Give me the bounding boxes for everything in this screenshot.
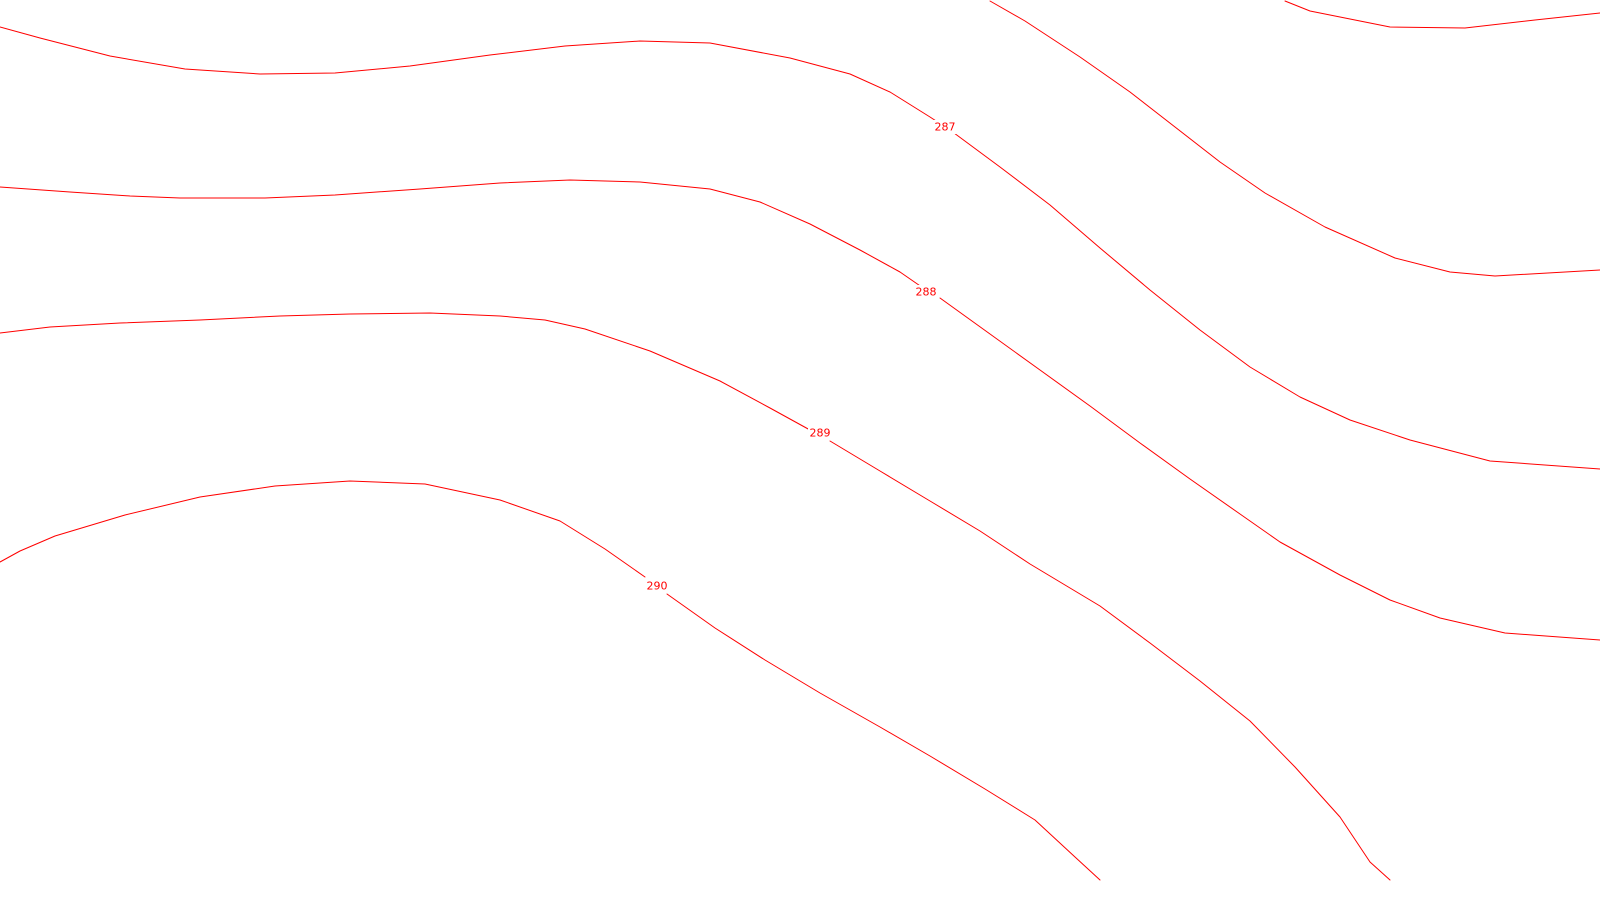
contour-label-288-text: 288	[916, 286, 937, 299]
contour-line-288	[0, 179, 927, 291]
contour-label-288-background	[914, 285, 938, 299]
contour-label-289: 289	[808, 426, 832, 440]
contour-line-289-continued	[829, 440, 1391, 881]
contour-line-288-continued	[939, 297, 1600, 641]
contour-label-287-text: 287	[935, 121, 956, 134]
contour-line-unlabeled-top-right-upper	[1284, 0, 1600, 29]
contour-line-290	[0, 480, 646, 578]
contour-line-290-continued	[666, 593, 1101, 881]
contour-label-287-background	[933, 120, 957, 134]
contour-line-unlabeled-top-right	[989, 0, 1600, 277]
contour-line-287	[949, 129, 1600, 470]
contour-label-288: 288	[914, 285, 938, 299]
contour-label-289-background	[808, 426, 832, 440]
contour-label-290: 290	[645, 579, 669, 593]
contour-line-unlabeled-top-left	[0, 26, 951, 131]
contour-label-289-text: 289	[810, 427, 831, 440]
contour-line-289	[0, 312, 811, 431]
contour-label-290-background	[645, 579, 669, 593]
contour-label-287: 287	[933, 120, 957, 134]
contour-label-290-text: 290	[647, 580, 668, 593]
